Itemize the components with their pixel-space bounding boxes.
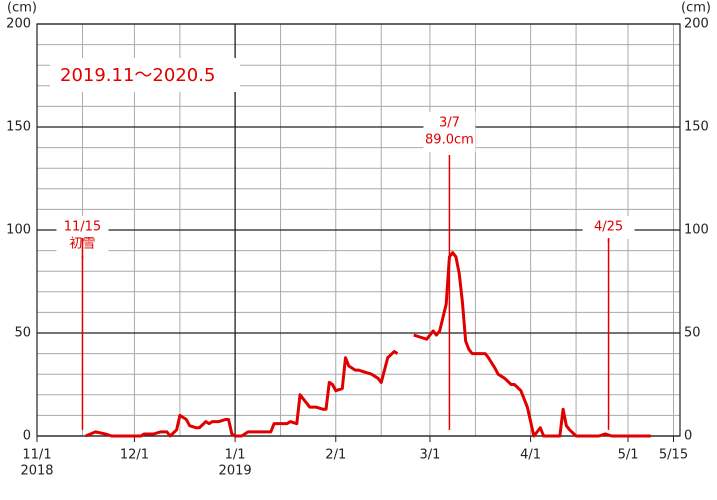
x-tick-label: 12/1 (120, 448, 149, 463)
x-tick-label: 3/1 (419, 448, 440, 463)
y-unit-right: (cm) (681, 1, 711, 16)
title-box (50, 58, 240, 92)
y-tick-label-right: 200 (684, 17, 709, 32)
y-tick-label-right: 50 (684, 326, 701, 341)
annotation-box (423, 112, 476, 152)
annotation-label: 89.0cm (425, 133, 474, 148)
x-tick-label: 5/1 (618, 448, 639, 463)
x-tick-label: 1/1 (225, 448, 246, 463)
y-unit: (cm) (7, 1, 37, 16)
y-tick-label: 100 (6, 223, 31, 238)
y-tick-label: 50 (14, 326, 31, 341)
annotation-label: 11/15 (64, 220, 101, 235)
y-tick-label: 200 (6, 17, 31, 32)
y-tick-label-right: 0 (684, 429, 692, 444)
annotation-label: 4/25 (594, 220, 623, 235)
y-tick-label-right: 100 (684, 223, 709, 238)
plot-frame (36, 23, 681, 437)
y-tick-label: 150 (6, 120, 31, 135)
x-tick-label: 5/15 (659, 448, 688, 463)
y-tick-label: 0 (23, 429, 31, 444)
year-label: 2018 (20, 464, 53, 479)
annotation-box (582, 216, 635, 239)
x-tick-label: 4/1 (520, 448, 541, 463)
x-tick-label: 11/1 (22, 448, 51, 463)
x-tick-label: 2/1 (325, 448, 346, 463)
year-label: 2019 (219, 464, 252, 479)
y-tick-label-right: 150 (684, 120, 709, 135)
series-line (85, 251, 651, 438)
chart-title: 2019.11～2020.5 (60, 65, 215, 86)
annotation-label: 3/7 (439, 116, 460, 131)
annotation-label: 初雪 (69, 237, 95, 252)
